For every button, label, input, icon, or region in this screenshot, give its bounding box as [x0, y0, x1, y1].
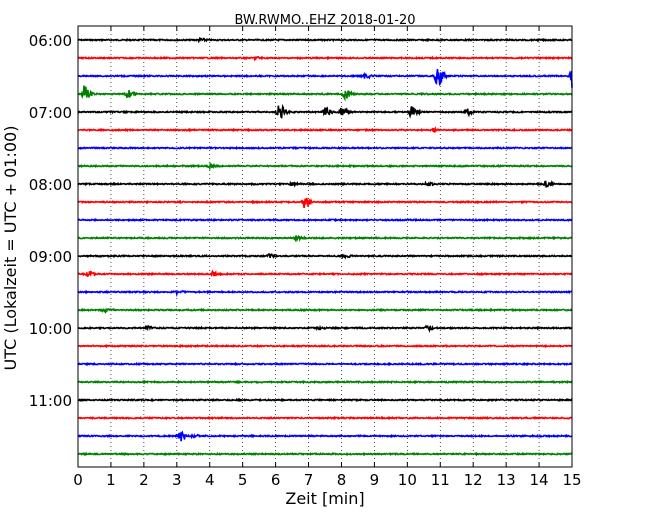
x-tick-label: 6 — [271, 471, 281, 489]
trace-0945 — [77, 307, 573, 314]
y-tick-label: 08:00 — [29, 176, 72, 194]
plot-frame — [77, 25, 573, 468]
trace-0730 — [77, 145, 573, 151]
x-tick-label: 3 — [172, 471, 182, 489]
trace-1015 — [77, 343, 573, 349]
y-tick-label: 11:00 — [29, 392, 72, 410]
grid-lines — [78, 26, 572, 467]
trace-0800 — [77, 179, 573, 188]
y-axis-label: UTC (Lokalzeit = UTC + 01:00) — [1, 126, 20, 371]
trace-0715 — [77, 126, 573, 134]
x-tick-label: 5 — [238, 471, 248, 489]
trace-0815 — [77, 197, 573, 209]
x-tick-label: 7 — [304, 471, 314, 489]
x-tick-label: 15 — [562, 471, 581, 489]
y-tick-label: 07:00 — [29, 104, 72, 122]
trace-0930 — [77, 289, 573, 298]
x-tick-label: 0 — [73, 471, 83, 489]
x-tick-label: 10 — [398, 471, 417, 489]
chart-title: BW.RWMO..EHZ 2018-01-20 — [234, 13, 415, 28]
x-tick-label: 9 — [370, 471, 380, 489]
trace-1145 — [77, 451, 573, 457]
x-tick-label: 1 — [106, 471, 116, 489]
trace-0600 — [77, 36, 573, 44]
trace-0915 — [77, 269, 573, 277]
y-tick-label: 10:00 — [29, 320, 72, 338]
trace-1100 — [77, 397, 573, 403]
x-tick-label: 12 — [464, 471, 483, 489]
x-axis-ticks: 0 1 2 3 4 5 6 7 8 9 10 11 12 13 14 15 — [73, 26, 582, 489]
x-axis-label: Zeit [min] — [285, 489, 364, 508]
y-tick-label: 06:00 — [29, 32, 72, 50]
traces — [77, 36, 573, 457]
x-tick-label: 8 — [337, 471, 347, 489]
trace-0615 — [77, 55, 573, 62]
trace-1030 — [77, 361, 573, 367]
trace-0745 — [77, 161, 573, 172]
y-tick-label: 09:00 — [29, 248, 72, 266]
trace-0830 — [77, 217, 573, 223]
trace-0900 — [77, 253, 573, 260]
trace-0845 — [77, 235, 573, 243]
x-tick-label: 11 — [431, 471, 450, 489]
x-tick-label: 14 — [530, 471, 549, 489]
trace-1000 — [77, 324, 573, 333]
trace-0645 — [77, 85, 573, 102]
trace-0700 — [77, 103, 573, 119]
trace-1115 — [77, 415, 573, 421]
trace-1045 — [77, 379, 573, 385]
x-tick-label: 13 — [497, 471, 516, 489]
x-tick-label: 4 — [205, 471, 215, 489]
x-tick-label: 2 — [139, 471, 149, 489]
trace-0630 — [77, 69, 573, 88]
y-axis-ticks: 06:00 07:00 08:00 09:00 10:00 11:00 — [29, 32, 572, 410]
trace-1130 — [77, 430, 573, 442]
